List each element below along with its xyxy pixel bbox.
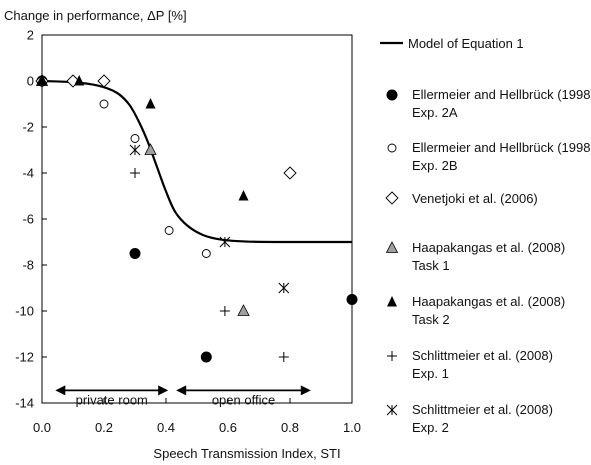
plot-area: 2 0 -2 -4 -6 -8 -10 -12 -14 0.0 0.2 0.4 0.6 0.8 1.0 Cha… (4, 8, 361, 461)
data-point-open-circle (130, 134, 140, 143)
x-tick-label: 0.8 (281, 420, 299, 435)
legend-marker-open-circle (387, 143, 397, 153)
legend: Model of Equation 1 Ellermeier and Hellbr… (380, 36, 591, 435)
legend-marker-filled-circle (386, 89, 398, 101)
arrow-head-right (300, 385, 311, 396)
y-axis-title: Change in performance, ΔP [%] (4, 8, 187, 23)
legend-label: Schlittmeier et al. (2008) Exp. 2 (412, 402, 553, 435)
data-point-open-diamond (283, 166, 297, 180)
legend-label: Schlittmeier et al. (2008) Exp. 1 (412, 348, 553, 381)
y-tick-label: -8 (22, 258, 34, 273)
data-point-plus (219, 306, 230, 316)
x-tick-label: 0.2 (95, 420, 113, 435)
model-curve (41, 79, 353, 244)
data-point-plus (130, 168, 140, 178)
x-tick-label: 1.0 (343, 420, 361, 435)
annotation-label: open office (212, 392, 275, 407)
y-tick-label: -6 (22, 212, 34, 227)
legend-marker-filled-triangle (387, 296, 397, 307)
data-point-filled-circle (200, 351, 212, 363)
legend-marker-asterisk (386, 404, 398, 416)
data-point-open-circle (201, 249, 211, 258)
data-point-open-circle (164, 226, 174, 235)
y-tick-label: -2 (22, 120, 34, 135)
data-point-gray-triangle (144, 143, 157, 155)
data-point-filled-triangle (238, 190, 249, 201)
x-tick-label: 0.0 (33, 420, 51, 435)
legend-label: Ellermeier and Hellbrück (1998) Exp. 2B (412, 140, 591, 173)
legend-model-label: Model of Equation 1 (408, 36, 524, 51)
annotation-label: private room (76, 392, 148, 407)
data-point-asterisk (219, 236, 231, 248)
legend-marker-plus (387, 351, 397, 361)
plot-frame (41, 34, 353, 404)
y-tick-label: -14 (15, 396, 34, 411)
legend-label: Venetjoki et al. (2006) (412, 191, 538, 206)
data-point-filled-circle (346, 294, 358, 305)
data-point-gray-triangle (237, 304, 250, 316)
data-point-filled-circle (129, 248, 141, 259)
x-tick-label: 0.6 (219, 420, 237, 435)
legend-label: Haapakangas et al. (2008) Task 1 (412, 240, 565, 273)
data-point-asterisk (129, 144, 141, 156)
legend-marker-gray-triangle (385, 241, 399, 253)
legend-label: Ellermeier and Hellbrück (1998) Exp. 2A (412, 87, 591, 120)
y-tick-label: -12 (15, 350, 34, 365)
data-point-open-diamond (97, 74, 111, 88)
x-tick-label: 0.4 (157, 420, 175, 435)
y-tick-label: -10 (15, 304, 34, 319)
x-axis-title: Speech Transmission Index, STI (153, 446, 340, 461)
data-point-filled-triangle (37, 75, 47, 86)
data-point-filled-triangle (145, 98, 156, 109)
y-tick-label: 2 (27, 28, 34, 43)
y-tick-label: 0 (27, 74, 34, 89)
legend-marker-open-diamond (385, 191, 399, 205)
data-point-plus (278, 352, 289, 362)
data-point-open-circle (99, 99, 109, 109)
data-point-filled-triangle (74, 75, 85, 86)
arrow-head-left (55, 385, 66, 396)
arrow-head-left (176, 385, 187, 396)
legend-label: Haapakangas et al. (2008) Task 2 (412, 294, 565, 327)
y-tick-label: -4 (22, 166, 34, 181)
data-point-asterisk (278, 282, 290, 294)
arrow-head-right (158, 385, 169, 396)
